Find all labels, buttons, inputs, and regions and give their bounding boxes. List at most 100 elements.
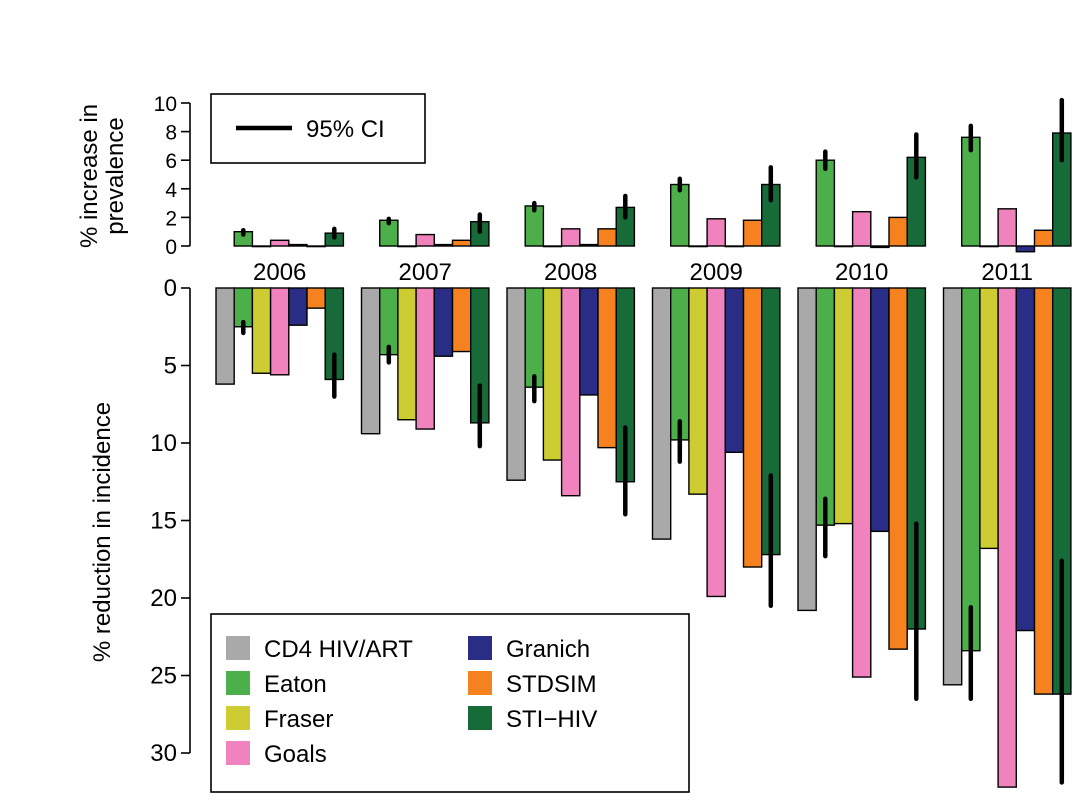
incidence-bar (724, 287, 745, 454)
prevalence-bar (306, 245, 326, 248)
incidence-legend-label: Goals (264, 741, 327, 768)
prevalence-bar (688, 245, 708, 248)
incidence-bar (269, 287, 290, 376)
prevalence-y-tick-label: 4 (165, 179, 177, 202)
prevalence-bar (833, 245, 854, 248)
year-label: 2006 (253, 259, 306, 286)
incidence-y-tick-label: 10 (150, 430, 177, 457)
incidence-y-tick-label: 0 (164, 275, 177, 302)
incidence-y-tick-label: 30 (150, 740, 177, 767)
incidence-bar (215, 287, 235, 385)
incidence-bar (997, 287, 1017, 788)
incidence-bar (961, 287, 981, 652)
incidence-bar (706, 287, 726, 598)
prevalence-legend: 95% CI (210, 93, 426, 164)
incidence-y-axis-label: % reduction in incidence (89, 402, 116, 662)
incidence-bar (560, 287, 581, 497)
incidence-legend-swatch (226, 706, 250, 730)
prevalence-bar (888, 216, 908, 247)
prevalence-y-axis-label-line: prevalence (102, 117, 129, 234)
prevalence-bar (1015, 245, 1036, 253)
incidence-y-tick-label: 15 (150, 508, 177, 535)
incidence-bar (451, 287, 472, 353)
prevalence-bar (579, 243, 599, 247)
incidence-legend-swatch (468, 706, 492, 730)
incidence-legend-label: CD4 HIV/ART (264, 636, 413, 663)
incidence-bar (979, 287, 999, 550)
prevalence-y-axis-label: % increase inprevalence (76, 104, 129, 248)
incidence-legend-swatch (468, 636, 492, 660)
prevalence-bar (560, 228, 581, 247)
incidence-legend-label: STDSIM (506, 671, 597, 698)
prevalence-bar (815, 159, 836, 247)
prevalence-bar (251, 245, 272, 248)
year-label: 2008 (544, 259, 597, 286)
prevalence-y-tick-label: 8 (165, 122, 177, 145)
incidence-bar (870, 287, 890, 533)
incidence-bar (433, 287, 454, 357)
prevalence-bar (870, 245, 890, 249)
prevalence-bar (451, 239, 472, 247)
prevalence-y-tick-label: 0 (165, 236, 177, 259)
incidence-bar (797, 287, 817, 612)
incidence-bar (1015, 287, 1036, 632)
incidence-bar (288, 287, 308, 326)
incidence-bar (942, 287, 963, 686)
incidence-bar (251, 287, 272, 374)
incidence-bar (688, 287, 708, 495)
incidence-bar (1033, 287, 1054, 695)
incidence-bar (833, 287, 854, 525)
incidence-legend-label: STI−HIV (506, 706, 597, 733)
prevalence-bar (1033, 229, 1054, 247)
prevalence-bar (433, 243, 454, 247)
prevalence-bar (724, 245, 745, 248)
incidence-legend: CD4 HIV/ART Eaton Fraser Goals Granich STDSIM… (210, 613, 690, 793)
prevalence-bar (415, 233, 436, 247)
incidence-bar (742, 287, 763, 568)
incidence-legend-box (210, 613, 690, 793)
prevalence-bar (597, 228, 617, 247)
prevalence-bar (742, 219, 763, 247)
incidence-legend-label: Eaton (264, 671, 327, 698)
prevalence-y-tick-label: 6 (165, 150, 177, 173)
prevalence-bar (288, 243, 308, 247)
incidence-bar (579, 287, 599, 396)
incidence-bar (851, 287, 872, 678)
incidence-bar (360, 287, 381, 435)
prevalence-panel: 0 2 4 6 8 10 % increase inprevalence 95% CI (76, 93, 1072, 259)
incidence-y-tick-label: 5 (164, 353, 177, 380)
year-label: 2011 (981, 259, 1033, 286)
incidence-legend-label: Fraser (264, 706, 333, 733)
prevalence-bar (542, 245, 563, 248)
prevalence-bar (706, 218, 726, 247)
prevalence-bar (670, 183, 690, 247)
incidence-bar (597, 287, 617, 449)
prevalence-bar (979, 245, 999, 248)
incidence-legend-swatch (226, 741, 250, 765)
incidence-bar (306, 287, 326, 309)
incidence-legend-label: Granich (506, 636, 590, 663)
prevalence-bar (269, 239, 290, 247)
incidence-legend-swatch (226, 636, 250, 660)
prevalence-y-axis-label-line: % increase in (76, 104, 103, 248)
incidence-bar (670, 287, 690, 441)
incidence-legend-swatch (226, 671, 250, 695)
incidence-bar (397, 287, 417, 421)
prevalence-y-tick-label: 10 (154, 93, 177, 116)
year-label: 2007 (399, 259, 452, 286)
incidence-bar (651, 287, 672, 540)
prevalence-bar (397, 245, 417, 248)
incidence-y-tick-label: 20 (150, 585, 177, 612)
incidence-bar (506, 287, 526, 481)
incidence-y-tick-label: 25 (150, 663, 177, 690)
incidence-panel: 0 5 10 15 20 25 30 % reduction in incidence CD4 … (89, 275, 1072, 793)
prevalence-legend-label: 95% CI (306, 116, 385, 143)
prevalence-y-tick-label: 2 (165, 207, 177, 230)
prevalence-bar (851, 210, 872, 247)
incidence-bar (542, 287, 563, 461)
year-label: 2009 (690, 259, 743, 286)
prevalence-bar (961, 136, 981, 247)
year-label: 2010 (835, 259, 888, 286)
incidence-bar (415, 287, 436, 430)
